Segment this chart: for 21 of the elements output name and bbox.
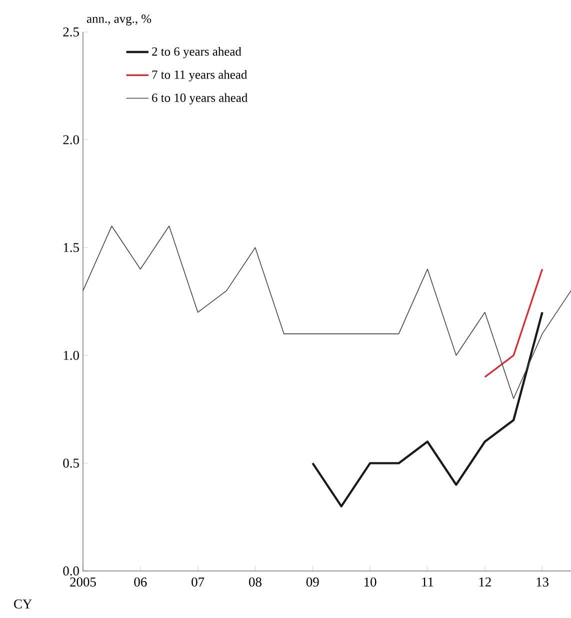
legend-label: 6 to 10 years ahead	[152, 93, 248, 105]
y-tick-label: 1.5	[64, 243, 79, 252]
y-tick-label: 2.5	[63, 27, 79, 37]
x-tick-label: 07	[192, 578, 204, 587]
text: CY	[14, 599, 32, 609]
x-tick-label: 08	[249, 578, 262, 587]
x-tick-label: 10	[364, 578, 376, 587]
y-tick-label: 1.0	[64, 350, 79, 360]
x-tick-label: 2005	[70, 578, 96, 587]
x-tick-label: 09	[306, 578, 319, 587]
x-tick-label: 12	[479, 578, 491, 586]
legend-label: 2 to 6 years ahead	[152, 46, 242, 58]
y-axis-title: ann., avg., %	[86, 14, 152, 26]
x-tick-label: 11	[422, 578, 434, 586]
legend-label: 7 to 11 years ahead	[152, 70, 248, 82]
x-tick-label: 06	[134, 578, 147, 587]
y-tick-label: 0.0	[63, 566, 79, 576]
line-series	[312, 311, 544, 508]
y-tick-label: 0.5	[63, 458, 79, 468]
y-tick-label: 2.0	[63, 135, 79, 144]
x-tick-label: 13	[536, 578, 548, 587]
